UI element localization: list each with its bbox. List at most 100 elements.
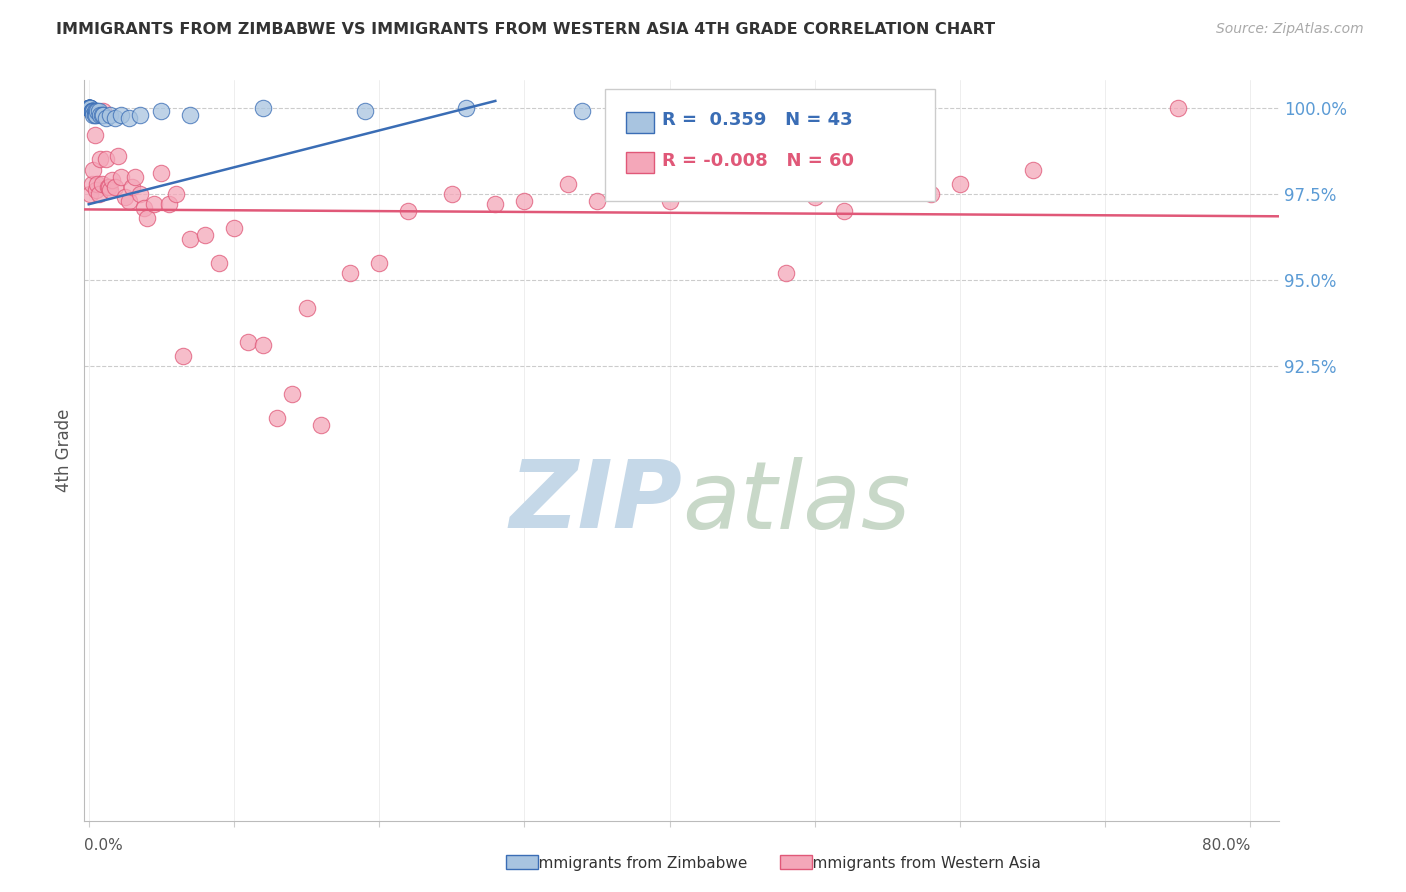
Point [87,104,110,119]
Point [557,177,579,191]
Point [876,177,898,191]
Point [79,101,101,115]
Point [110,169,132,184]
Point [87,186,110,201]
Point [456,101,478,115]
Text: atlas: atlas [682,457,910,548]
Point [80,104,103,119]
Point [97,180,120,194]
Text: 80.0%: 80.0% [1202,838,1250,853]
Point [731,177,754,191]
Point [77,101,100,115]
Point [658,194,681,208]
Point [84,184,107,198]
Text: Immigrants from Zimbabwe: Immigrants from Zimbabwe [534,856,748,871]
Point [586,194,609,208]
Point [132,201,155,215]
Text: R =  0.359   N = 43: R = 0.359 N = 43 [662,112,853,129]
Point [79,101,101,115]
Point [124,169,146,184]
Point [79,186,101,201]
Point [101,173,124,187]
Point [920,186,942,201]
Point [252,101,274,115]
Point [135,211,157,225]
Point [82,104,104,119]
Point [630,162,652,177]
Point [949,177,972,191]
Text: Immigrants from Western Asia: Immigrants from Western Asia [808,856,1042,871]
Point [82,104,104,119]
Text: R = -0.008   N = 60: R = -0.008 N = 60 [662,152,855,169]
Point [157,197,180,211]
Point [688,177,710,191]
Point [114,190,136,204]
Point [179,108,201,122]
Point [83,104,105,119]
Point [281,386,304,401]
Point [91,104,114,119]
Point [368,256,391,270]
Point [266,410,288,425]
Point [194,228,217,243]
Point [179,232,201,246]
Point [165,186,187,201]
Text: 0.0%: 0.0% [84,838,124,853]
Point [79,101,101,115]
Point [89,108,111,122]
Point [77,101,100,115]
Point [1167,101,1189,115]
Text: IMMIGRANTS FROM ZIMBABWE VS IMMIGRANTS FROM WESTERN ASIA 4TH GRADE CORRELATION C: IMMIGRANTS FROM ZIMBABWE VS IMMIGRANTS F… [56,22,995,37]
Point [98,180,121,194]
Point [104,180,127,194]
Point [150,104,173,119]
Text: Source: ZipAtlas.com: Source: ZipAtlas.com [1216,22,1364,37]
Point [440,186,463,201]
Point [77,101,100,115]
Point [77,101,100,115]
Point [353,104,375,119]
Point [84,108,107,122]
Point [252,338,274,352]
Point [128,108,150,122]
Point [513,194,536,208]
Point [77,101,100,115]
Point [86,177,108,191]
Point [94,153,117,167]
Point [77,101,100,115]
Point [77,101,100,115]
Point [484,197,506,211]
Point [295,301,318,315]
Point [238,334,260,349]
Point [222,221,245,235]
Point [77,101,100,115]
Point [82,108,104,122]
Point [82,162,104,177]
Point [80,104,103,119]
Point [100,108,122,122]
Point [121,180,143,194]
Point [804,190,827,204]
Point [118,111,141,125]
Point [571,104,593,119]
Point [832,204,855,219]
Point [775,266,797,280]
Point [128,186,150,201]
Point [79,101,101,115]
Point [208,256,231,270]
Point [150,166,173,180]
Point [89,153,111,167]
Text: ZIP: ZIP [509,457,682,549]
Point [79,101,101,115]
Point [339,266,361,280]
Point [94,111,117,125]
Point [107,149,129,163]
Point [80,104,103,119]
Point [80,104,103,119]
Point [309,417,332,432]
Point [77,101,100,115]
Point [86,104,108,119]
Point [91,108,114,122]
Point [83,128,105,143]
Point [118,194,141,208]
